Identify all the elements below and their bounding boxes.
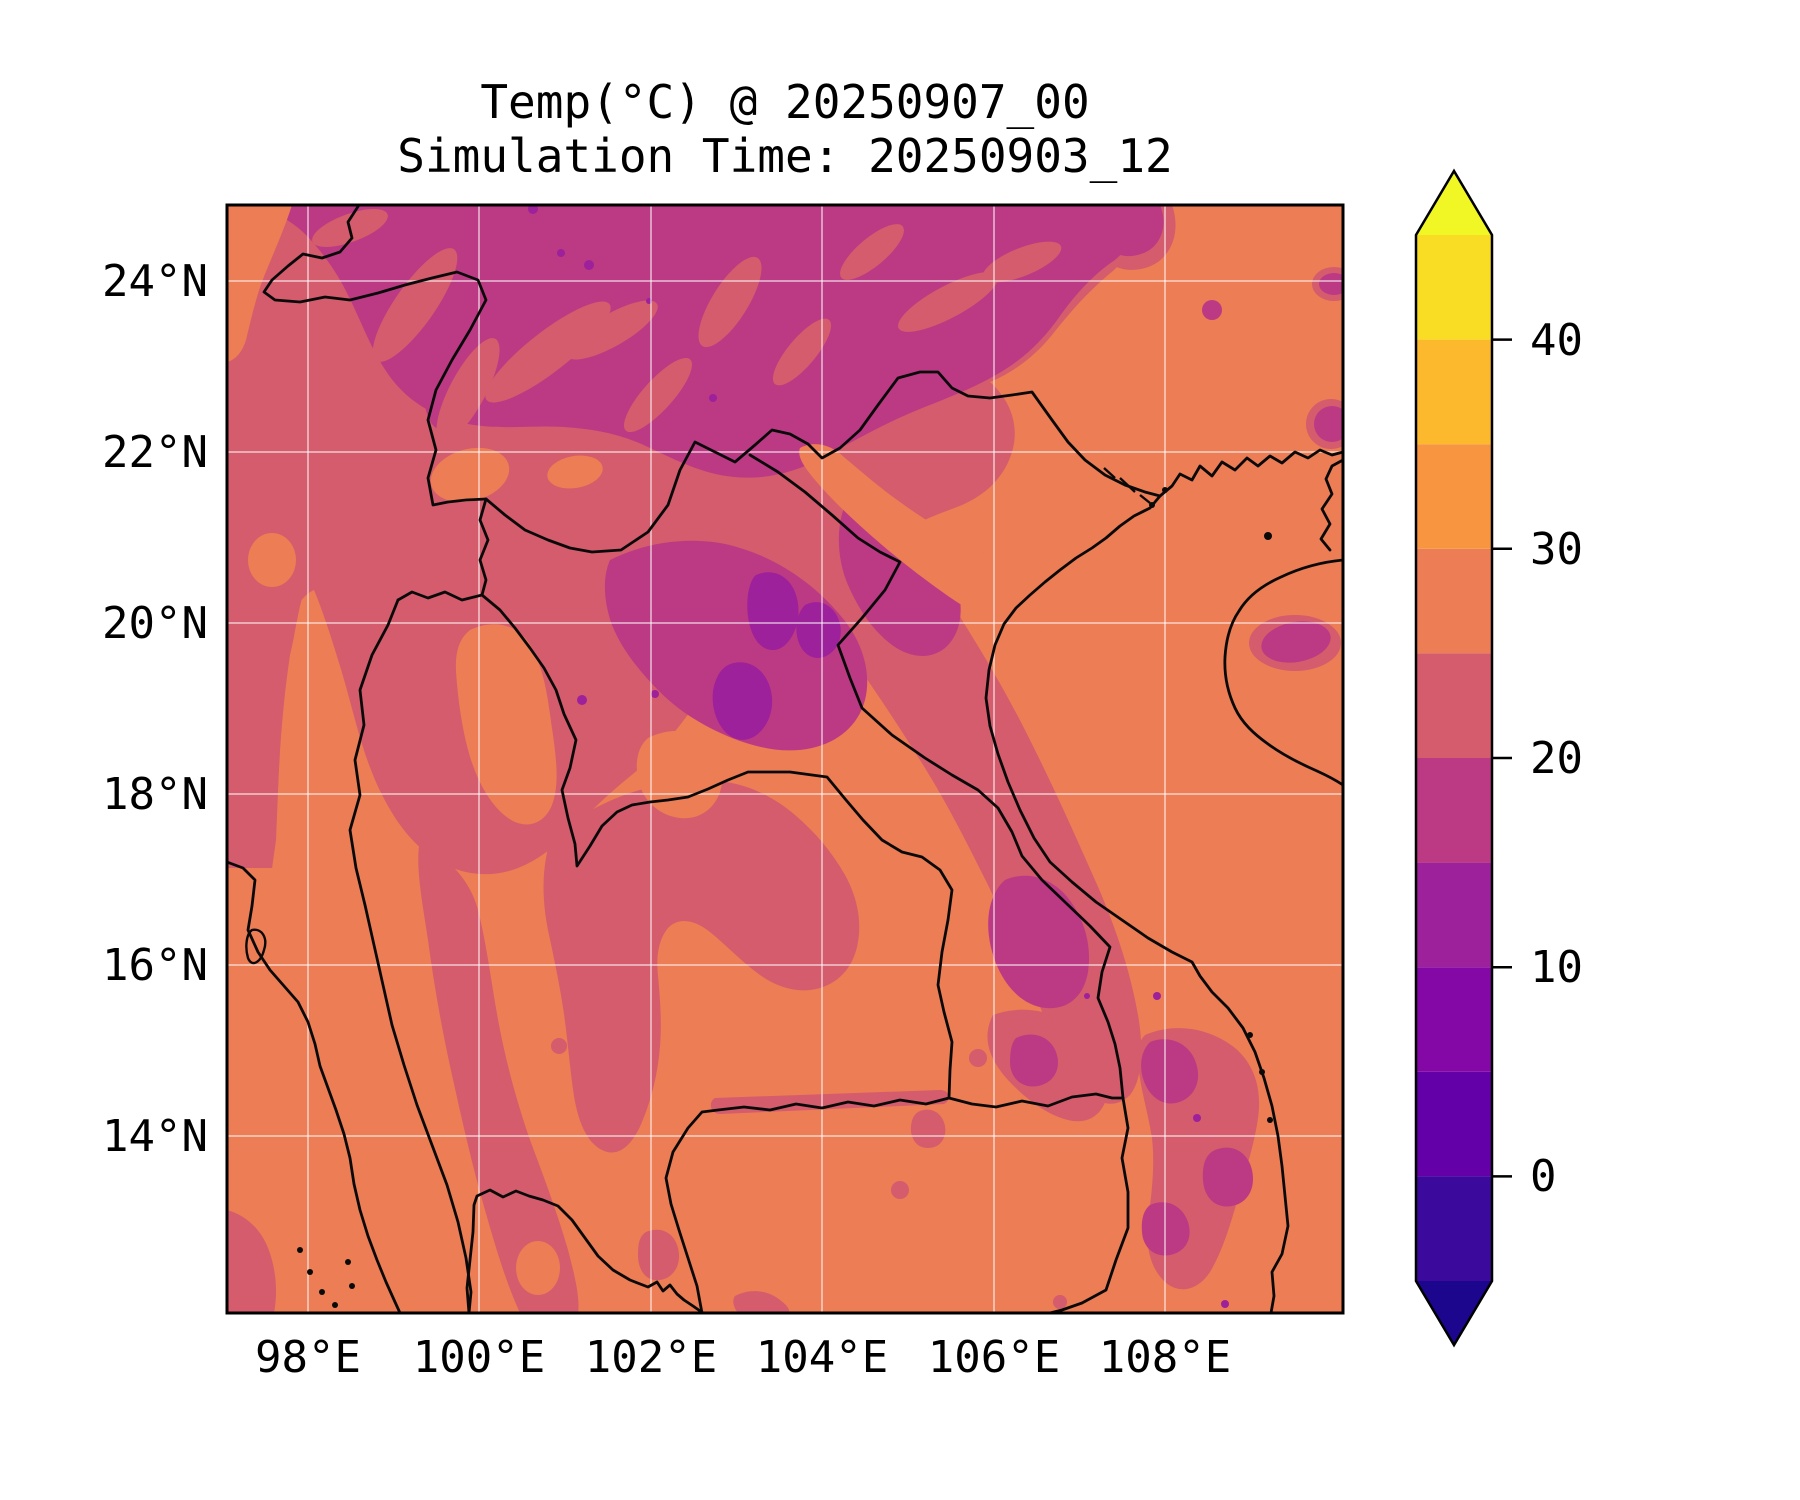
lon-tick-104e: 104°E: [756, 1332, 888, 1383]
field-bin-10-15: [528, 205, 1229, 1308]
lat-axis-labels: 24°N 22°N 20°N 18°N 16°N 14°N: [102, 256, 208, 1162]
plot-subtitle: Simulation Time: 20250903_12: [397, 129, 1172, 183]
gulf-of-thailand-coast: [465, 1188, 705, 1313]
lon-tick-102e: 102°E: [585, 1332, 717, 1383]
lon-tick-108e: 108°E: [1099, 1332, 1231, 1383]
leizhou-coast: [1319, 458, 1343, 552]
vietnam-coast: [984, 494, 1290, 1313]
vietnam-cambodia-border: [1048, 1096, 1130, 1313]
colorbar-under-arrow: [1416, 1281, 1492, 1345]
thailand-cambodia-border: [664, 1096, 951, 1313]
colorbar-over-arrow: [1416, 171, 1492, 235]
laos-cambodia-border: [947, 1092, 1125, 1109]
china-coast: [1158, 448, 1343, 498]
colorbar-seg-20-25: [1416, 653, 1492, 758]
myanmar-coast: [227, 860, 402, 1313]
graticule-gridlines: [227, 205, 1343, 1313]
colorbar-seg-25-30: [1416, 548, 1492, 654]
colorbar-label-0: 0: [1530, 1151, 1557, 1202]
hainan-coast: [1223, 558, 1343, 787]
thailand-laos-border-mekong: [480, 593, 954, 1100]
lon-tick-98e: 98°E: [255, 1332, 361, 1383]
myanmar-thailand-border: [348, 598, 473, 1313]
colorbar-seg-40-45: [1416, 235, 1492, 340]
lat-tick-22n: 22°N: [102, 427, 208, 478]
lon-tick-100e: 100°E: [413, 1332, 545, 1383]
plot-title: Temp(°C) @ 20250907_00: [480, 75, 1089, 129]
colorbar-seg-10-15: [1416, 862, 1492, 968]
colorbar-seg-5-10: [1416, 967, 1492, 1072]
colorbar-seg-30-35: [1416, 444, 1492, 549]
temperature-field: [227, 205, 1343, 1313]
lon-tick-106e: 106°E: [928, 1332, 1060, 1383]
colorbar-tick-labels: 40 30 20 10 0: [1530, 315, 1583, 1202]
colorbar-label-10: 10: [1530, 942, 1583, 993]
colorbar-seg-15-20: [1416, 758, 1492, 863]
map-frame: [225, 203, 1345, 1315]
lat-tick-20n: 20°N: [102, 598, 208, 649]
colorbar-outline: [1414, 168, 1494, 1348]
colorbar-ticks: [1492, 338, 1512, 1178]
laos-vietnam-border: [748, 453, 1125, 1100]
lat-tick-18n: 18°N: [102, 769, 208, 820]
lat-tick-24n: 24°N: [102, 256, 208, 307]
colorbar-seg-35-40: [1416, 339, 1492, 445]
lat-tick-14n: 14°N: [102, 1111, 208, 1162]
bilugyun-island: [245, 928, 267, 965]
lon-axis-labels: 98°E 100°E 102°E 104°E 106°E 108°E: [255, 1332, 1231, 1383]
colorbar-label-20: 20: [1530, 733, 1583, 784]
china-border: [262, 205, 1162, 554]
lat-tick-16n: 16°N: [102, 940, 208, 991]
field-warm-pockets: [227, 205, 1055, 1295]
colorbar: 40 30 20 10 0: [1414, 168, 1583, 1348]
colorbar-label-40: 40: [1530, 315, 1583, 366]
colorbar-seg-m5-0: [1416, 1176, 1492, 1281]
small-islands: [297, 467, 1273, 1308]
colorbar-label-30: 30: [1530, 524, 1583, 575]
colorbar-seg-0-5: [1416, 1071, 1492, 1177]
coastlines-borders: [227, 205, 1343, 1313]
